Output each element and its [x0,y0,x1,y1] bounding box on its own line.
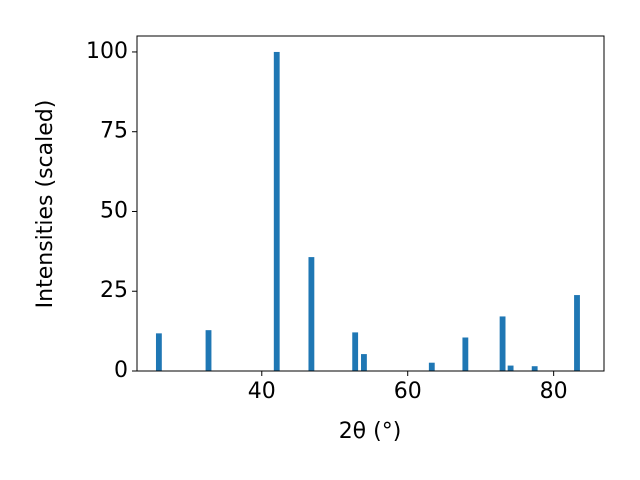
bar [462,337,469,371]
bar [273,51,280,371]
bar [155,333,162,371]
bar [361,354,367,371]
bar [499,316,506,371]
x-tick-label: 60 [394,379,422,404]
y-tick-label: 0 [114,358,128,383]
y-tick-label: 75 [100,119,128,144]
bar [428,362,435,371]
bar [531,366,538,371]
x-tick-label: 40 [248,379,276,404]
y-tick-label: 25 [100,278,128,303]
y-tick-label: 50 [100,198,128,223]
plot-frame [136,35,605,372]
y-tick-label: 100 [86,39,128,64]
bar [507,365,514,371]
x-axis-label: 2θ (°) [339,419,402,444]
bar [574,295,580,371]
y-axis-label: Intensities (scaled) [33,100,58,309]
x-tick-label: 80 [540,379,568,404]
bar [308,257,315,371]
bar [205,330,212,371]
bar [352,332,359,371]
